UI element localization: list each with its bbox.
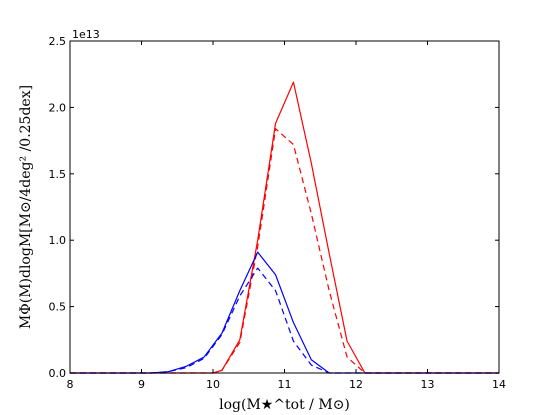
series-line-2 bbox=[70, 128, 499, 374]
x-tick-label: 9 bbox=[138, 378, 145, 391]
ticks: 8 9 10 11 12 13 14 0.0 0.5 1.0 1.5 2.0 2.5 bbox=[49, 35, 507, 391]
y-tick-label: 2.0 bbox=[49, 101, 67, 114]
plot-content bbox=[70, 81, 499, 374]
x-tick-label: 12 bbox=[349, 378, 363, 391]
y-tick-label: 0.5 bbox=[49, 301, 67, 314]
series-line-3 bbox=[70, 251, 499, 374]
x-tick-label: 11 bbox=[278, 378, 292, 391]
x-tick-label: 10 bbox=[206, 378, 220, 391]
series-line-4 bbox=[70, 267, 499, 374]
plot-frame bbox=[69, 40, 500, 374]
y-axis-label: MΦ(M)dlogM[M⊙/4deg² /0.25dex] bbox=[18, 85, 34, 329]
y-offset-label: 1e13 bbox=[72, 28, 100, 41]
y-tick-label: 0.0 bbox=[49, 367, 67, 380]
x-tick-label: 14 bbox=[492, 378, 506, 391]
series-line-1 bbox=[70, 81, 499, 374]
y-tick-label: 1.5 bbox=[49, 168, 67, 181]
x-axis-label: log(M★^tot / M⊙) bbox=[219, 397, 350, 413]
y-tick-label: 1.0 bbox=[49, 234, 67, 247]
x-tick-label: 13 bbox=[421, 378, 435, 391]
y-tick-label: 2.5 bbox=[49, 35, 67, 48]
x-tick-label: 8 bbox=[67, 378, 74, 391]
